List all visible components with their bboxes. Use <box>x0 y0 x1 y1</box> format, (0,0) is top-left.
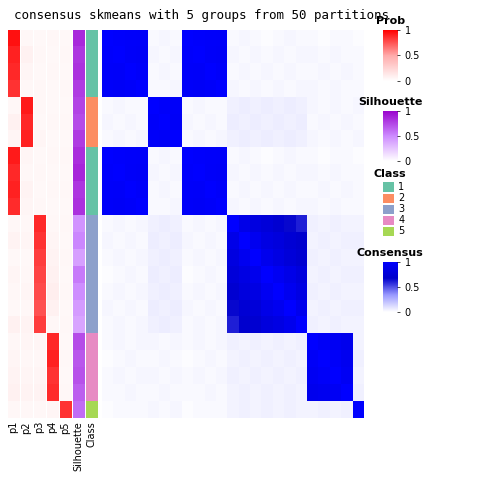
X-axis label: p1: p1 <box>8 421 18 433</box>
Text: 3: 3 <box>398 204 404 214</box>
X-axis label: p4: p4 <box>47 421 57 433</box>
Text: consensus skmeans with 5 groups from 50 partitions: consensus skmeans with 5 groups from 50 … <box>14 9 389 22</box>
Text: Consensus: Consensus <box>357 248 423 258</box>
Text: Silhouette: Silhouette <box>358 97 422 107</box>
X-axis label: Class: Class <box>87 421 97 447</box>
X-axis label: p3: p3 <box>34 421 44 433</box>
X-axis label: p5: p5 <box>60 421 71 433</box>
X-axis label: p2: p2 <box>21 421 31 433</box>
Text: 1: 1 <box>398 182 404 192</box>
Text: 2: 2 <box>398 193 404 203</box>
Text: 4: 4 <box>398 215 404 225</box>
X-axis label: Silhouette: Silhouette <box>74 421 84 471</box>
Text: Prob: Prob <box>375 16 405 26</box>
Text: Class: Class <box>374 169 406 179</box>
Text: 5: 5 <box>398 226 404 236</box>
